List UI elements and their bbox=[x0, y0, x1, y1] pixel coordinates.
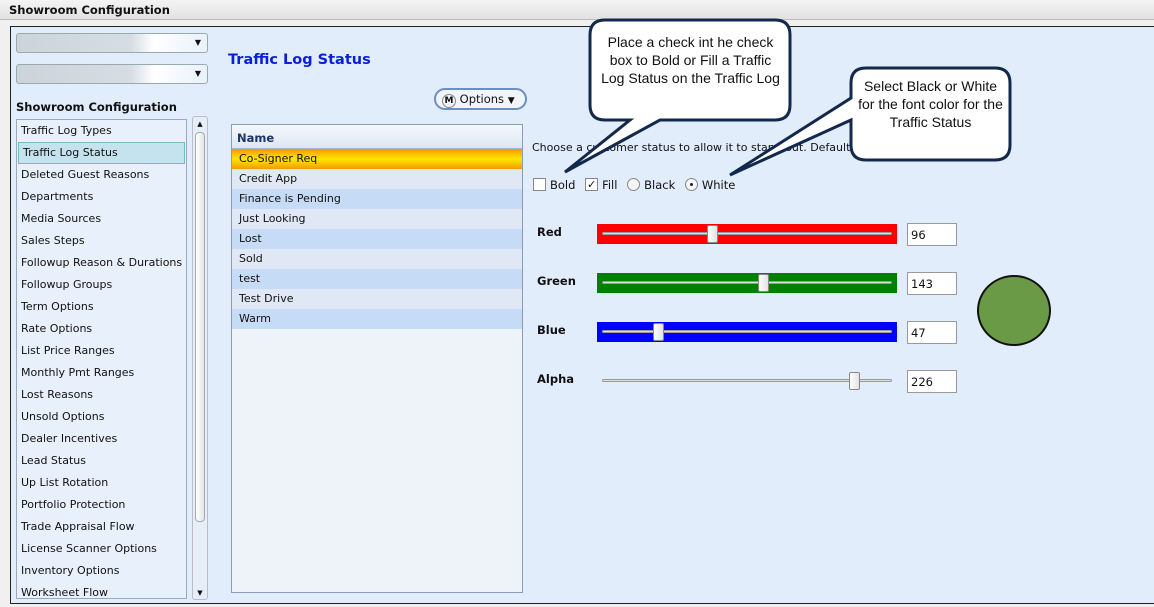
chevron-down-icon: ▼ bbox=[507, 96, 515, 106]
grid-row[interactable]: Test Drive bbox=[232, 289, 522, 309]
bold-label: Bold bbox=[550, 177, 576, 192]
sidebar-item[interactable]: Monthly Pmt Ranges bbox=[21, 366, 135, 379]
sidebar-item[interactable]: Up List Rotation bbox=[21, 476, 109, 489]
sidebar-item[interactable]: Unsold Options bbox=[21, 410, 105, 423]
grid-row[interactable]: Warm bbox=[232, 309, 522, 329]
grid-row[interactable]: Finance is Pending bbox=[232, 189, 522, 209]
sidebar-item[interactable]: Followup Reason & Durations bbox=[21, 256, 183, 269]
sidebar-item[interactable]: Sales Steps bbox=[21, 234, 85, 247]
sidebar-item[interactable]: License Scanner Options bbox=[21, 542, 157, 555]
sidebar-item[interactable]: Worksheet Flow bbox=[21, 586, 109, 599]
scrollbar-thumb[interactable] bbox=[195, 132, 205, 522]
sidebar-item[interactable]: Term Options bbox=[21, 300, 94, 313]
black-label: Black bbox=[644, 177, 676, 192]
grid-row[interactable]: Lost bbox=[232, 229, 522, 249]
sidebar-item[interactable]: Rate Options bbox=[21, 322, 93, 335]
chevron-down-icon: ▼ bbox=[194, 69, 201, 78]
slider-label: Green bbox=[537, 274, 576, 288]
location-dropdown[interactable]: ▼ bbox=[16, 64, 208, 84]
page-title: Traffic Log Status bbox=[228, 52, 371, 68]
slider-label: Alpha bbox=[537, 372, 575, 386]
options-icon: M bbox=[442, 94, 456, 108]
callout-bubble-1 bbox=[564, 18, 792, 174]
white-label: White bbox=[701, 177, 736, 192]
red-value-input[interactable]: 96 bbox=[907, 223, 957, 246]
sidebar-item[interactable]: Departments bbox=[21, 190, 94, 203]
callout-bubble-2 bbox=[729, 66, 1012, 177]
slider-thumb[interactable] bbox=[653, 323, 665, 341]
slider-thumb[interactable] bbox=[758, 274, 770, 292]
sidebar-item[interactable]: Traffic Log Types bbox=[21, 124, 112, 137]
status-grid: Name Co-Signer Req Credit App Finance is P… bbox=[231, 124, 523, 593]
green-value-input[interactable]: 143 bbox=[907, 272, 957, 295]
callout-text-2: Select Black or White for the font color… bbox=[858, 78, 1003, 130]
grid-row[interactable]: Sold bbox=[232, 249, 522, 269]
sidebar-item[interactable]: Inventory Options bbox=[21, 564, 120, 577]
slider-track bbox=[602, 281, 892, 284]
black-radio[interactable] bbox=[627, 178, 641, 191]
bold-checkbox[interactable] bbox=[533, 178, 546, 191]
dealer-dropdown[interactable]: ▼ bbox=[16, 33, 208, 53]
slider-thumb[interactable] bbox=[707, 225, 719, 243]
sidebar-item[interactable]: Lost Reasons bbox=[21, 388, 94, 401]
fill-checkbox[interactable]: ✓ bbox=[585, 178, 599, 191]
grid-row[interactable]: Just Looking bbox=[232, 209, 522, 229]
color-preview bbox=[977, 275, 1051, 346]
sidebar-item[interactable]: Deleted Guest Reasons bbox=[21, 168, 150, 181]
blue-value-input[interactable]: 47 bbox=[907, 321, 957, 344]
options-label: Options bbox=[459, 92, 505, 106]
column-header-name[interactable]: Name bbox=[232, 125, 522, 149]
sidebar-item[interactable]: Portfolio Protection bbox=[21, 498, 126, 511]
slider-label: Red bbox=[537, 225, 562, 239]
options-button[interactable]: M Options ▼ bbox=[434, 88, 527, 110]
callout-text-1: Place a check int he check box to Bold o… bbox=[601, 34, 780, 86]
sidebar-item[interactable]: Traffic Log Status bbox=[18, 142, 185, 164]
slider-track bbox=[602, 232, 892, 235]
sidebar-item[interactable]: Dealer Incentives bbox=[21, 432, 118, 445]
slider-thumb[interactable] bbox=[849, 372, 861, 390]
sidebar-item[interactable]: Trade Appraisal Flow bbox=[21, 520, 135, 533]
grid-row[interactable]: test bbox=[232, 269, 522, 289]
white-radio[interactable] bbox=[684, 178, 698, 191]
scroll-up-icon[interactable]: ▲ bbox=[197, 120, 203, 128]
sidebar-item[interactable]: Lead Status bbox=[21, 454, 86, 467]
blue-slider[interactable] bbox=[597, 322, 897, 342]
green-slider[interactable] bbox=[597, 273, 897, 293]
alpha-value-input[interactable]: 226 bbox=[907, 370, 957, 393]
chevron-down-icon: ▼ bbox=[194, 38, 201, 47]
red-slider[interactable] bbox=[597, 224, 897, 244]
sidebar-item[interactable]: Media Sources bbox=[21, 212, 102, 225]
slider-track bbox=[602, 379, 892, 382]
alpha-slider[interactable] bbox=[597, 371, 897, 391]
slider-label: Blue bbox=[537, 323, 566, 337]
grid-row[interactable]: Credit App bbox=[232, 169, 522, 189]
slider-track bbox=[602, 330, 892, 333]
window-title: Showroom Configuration bbox=[0, 0, 1154, 20]
sidebar-item[interactable]: Followup Groups bbox=[21, 278, 113, 291]
sidebar-title: Showroom Configuration bbox=[16, 100, 177, 114]
scroll-down-icon[interactable]: ▼ bbox=[197, 589, 203, 597]
fill-label: Fill bbox=[602, 177, 618, 192]
grid-row[interactable]: Co-Signer Req bbox=[232, 149, 522, 169]
sidebar-list: Traffic Log Types Traffic Log Status Delet… bbox=[16, 119, 187, 599]
sidebar-item[interactable]: List Price Ranges bbox=[21, 344, 115, 357]
